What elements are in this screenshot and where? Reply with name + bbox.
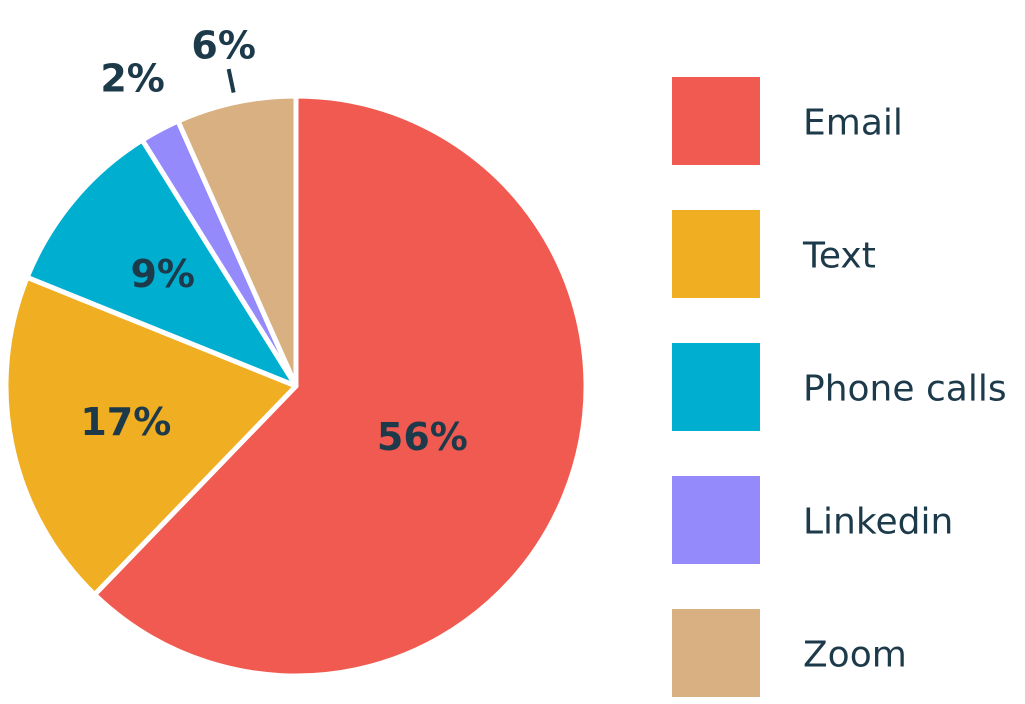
legend-swatch: [672, 609, 760, 697]
legend-swatch: [672, 476, 760, 564]
pie-slice: [3, 274, 299, 598]
value-label: 2%: [100, 57, 165, 101]
legend-label: Email: [803, 103, 903, 144]
legend-label: Phone calls: [803, 369, 1007, 410]
pie-slice: [92, 93, 589, 679]
legend-label: Linkedin: [803, 502, 953, 543]
value-label: 6%: [191, 24, 256, 68]
pie-slice: [175, 93, 299, 389]
legend-swatch: [672, 210, 760, 298]
legend-swatch: [672, 77, 760, 165]
value-label: 56%: [377, 415, 468, 459]
value-label: 9%: [130, 252, 195, 296]
legend-label: Zoom: [803, 635, 907, 676]
leader-line: [226, 68, 236, 93]
legend-swatch: [672, 343, 760, 431]
value-label: 17%: [80, 400, 171, 444]
legend-label: Text: [802, 236, 876, 277]
pie-slice: [24, 137, 299, 389]
